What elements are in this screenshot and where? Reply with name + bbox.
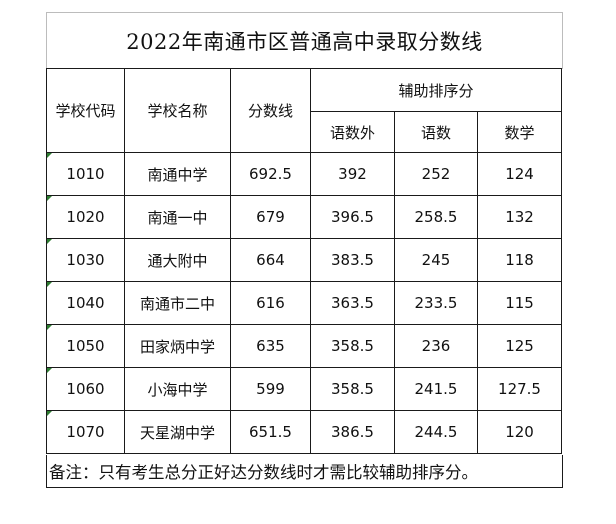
cell-ywsx: 396.5 [310, 195, 395, 239]
header-aux-group: 辅助排序分 [309, 68, 563, 112]
cell-name: 南通一中 [124, 195, 231, 239]
cell-ywsx: 392 [310, 152, 395, 196]
cell-ys: 258.5 [394, 195, 478, 239]
cell-name: 小海中学 [124, 367, 231, 411]
header-aux-ys: 语数 [394, 111, 478, 153]
cell-sx: 127.5 [476, 367, 563, 411]
cell-code: 1010 [46, 152, 125, 196]
table-row: 1030 通大附中 664 383.5 245 118 [46, 238, 563, 282]
cell-ywsx: 358.5 [310, 324, 395, 368]
table-row: 1020 南通一中 679 396.5 258.5 132 [46, 195, 563, 239]
cell-ys: 236 [394, 324, 478, 368]
cell-ys: 244.5 [394, 410, 478, 454]
cell-name: 天星湖中学 [124, 410, 231, 454]
header-score-line: 分数线 [230, 68, 311, 153]
cell-sx: 120 [476, 410, 563, 454]
header-aux-ywsx: 语数外 [310, 111, 395, 153]
cell-sx: 124 [476, 152, 563, 196]
cell-name: 南通中学 [124, 152, 231, 196]
header-aux-sx: 数学 [476, 111, 563, 153]
cell-sx: 132 [476, 195, 563, 239]
score-table: 学校代码 学校名称 分数线 辅助排序分 语数外 语数 数学 1010 南通中学 … [46, 68, 563, 454]
cell-code: 1030 [46, 238, 125, 282]
cell-code: 1040 [46, 281, 125, 325]
cell-name: 南通市二中 [124, 281, 231, 325]
cell-name: 田家炳中学 [124, 324, 231, 368]
cell-score: 651.5 [230, 410, 311, 454]
cell-ys: 241.5 [394, 367, 478, 411]
cell-score: 616 [230, 281, 311, 325]
cell-code: 1050 [46, 324, 125, 368]
footnote: 备注：只有考生总分正好达分数线时才需比较辅助排序分。 [46, 455, 563, 488]
cell-code: 1070 [46, 410, 125, 454]
cell-ywsx: 383.5 [310, 238, 395, 282]
cell-code: 1060 [46, 367, 125, 411]
page-title: 2022年南通市区普通高中录取分数线 [46, 12, 563, 69]
cell-code: 1020 [46, 195, 125, 239]
cell-score: 692.5 [230, 152, 311, 196]
cell-sx: 125 [476, 324, 563, 368]
cell-ys: 233.5 [394, 281, 478, 325]
table-row: 1040 南通市二中 616 363.5 233.5 115 [46, 281, 563, 325]
table-row: 1050 田家炳中学 635 358.5 236 125 [46, 324, 563, 368]
cell-score: 664 [230, 238, 311, 282]
cell-ys: 245 [394, 238, 478, 282]
header-school-code: 学校代码 [46, 68, 125, 153]
cell-ywsx: 386.5 [310, 410, 395, 454]
cell-score: 679 [230, 195, 311, 239]
table-row: 1060 小海中学 599 358.5 241.5 127.5 [46, 367, 563, 411]
cell-ywsx: 358.5 [310, 367, 395, 411]
cell-ys: 252 [394, 152, 478, 196]
cell-ywsx: 363.5 [310, 281, 395, 325]
table-row: 1010 南通中学 692.5 392 252 124 [46, 152, 563, 196]
cell-name: 通大附中 [124, 238, 231, 282]
cell-score: 599 [230, 367, 311, 411]
cell-sx: 115 [476, 281, 563, 325]
cell-score: 635 [230, 324, 311, 368]
score-sheet: 2022年南通市区普通高中录取分数线 学校代码 学校名称 分数线 辅助排序分 语… [46, 12, 563, 502]
cell-sx: 118 [476, 238, 563, 282]
header-school-name: 学校名称 [124, 68, 231, 153]
table-row: 1070 天星湖中学 651.5 386.5 244.5 120 [46, 410, 563, 454]
